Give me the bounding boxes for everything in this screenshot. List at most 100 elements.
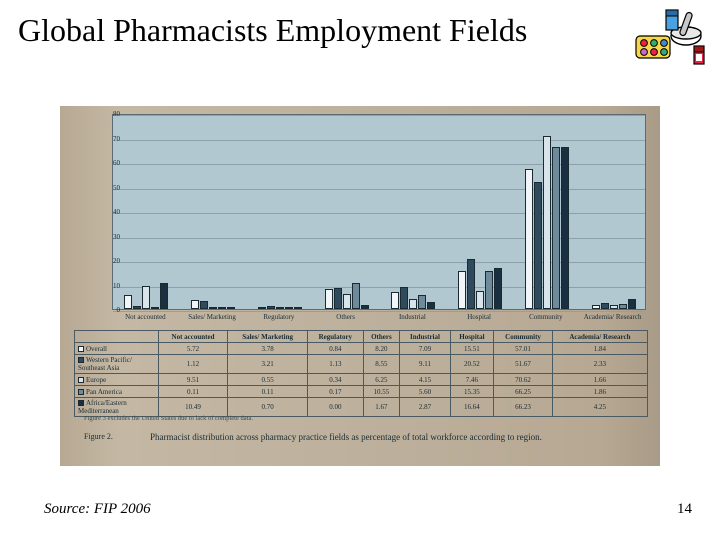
chart-figure: 01020304050607080 Not accountedSales/ Ma… [60,106,660,466]
table-cell: 70.62 [494,374,553,386]
table-cell: 66.25 [494,386,553,398]
table-cell: 10.55 [363,386,400,398]
bar [191,300,199,309]
table-cell: 66.23 [494,398,553,417]
x-axis-category-label: Community [513,312,580,321]
table-cell: 57.01 [494,343,553,355]
bar [409,299,417,309]
bar [458,271,466,309]
table-column-header: Not accounted [159,331,228,343]
bar [160,283,168,309]
bar [334,288,342,309]
table-column-header: Academia/ Research [552,331,647,343]
table-column-header: Sales/ Marketing [228,331,308,343]
table-cell: 1.66 [552,374,647,386]
x-axis-category-label: Regulatory [246,312,313,321]
table-cell: 15.35 [450,386,494,398]
bar [534,182,542,309]
figure-caption: Pharmacist distribution across pharmacy … [150,432,650,443]
x-axis-category-label: Industrial [379,312,446,321]
table-cell: 7.46 [450,374,494,386]
x-axis-category-label: Others [312,312,379,321]
bar [124,295,132,309]
bar [227,307,235,309]
table-cell: 4.25 [552,398,647,417]
table-column-header: Hospital [450,331,494,343]
table-cell: 0.34 [308,374,363,386]
table-cell: 5.60 [400,386,450,398]
bar [267,306,275,309]
x-axis-category-label: Not accounted [112,312,179,321]
y-axis-tick-label: 60 [113,159,120,167]
table-cell: 2.33 [552,355,647,374]
bar [400,287,408,309]
table-cell: 0.70 [228,398,308,417]
table-row: Western Pacific/ Southeast Asia1.123.211… [75,355,648,374]
series-label: Africa/Eastern Mediterranean [78,399,127,415]
table-column-header: Regulatory [308,331,363,343]
table-column-header: Others [363,331,400,343]
y-axis-tick-label: 50 [113,184,120,192]
data-table: Not accountedSales/ MarketingRegulatoryO… [74,330,648,417]
table-cell: 5.72 [159,343,228,355]
bar [209,307,217,309]
page-number: 14 [677,501,692,518]
table-column-header: Community [494,331,553,343]
y-axis-tick-label: 30 [113,233,120,241]
table-cell: 4.15 [400,374,450,386]
table-cell: 51.67 [494,355,553,374]
bar [285,307,293,309]
table-cell: 20.52 [450,355,494,374]
table-cell: 3.78 [228,343,308,355]
bar [258,307,266,309]
table-cell: 0.11 [228,386,308,398]
table-cell: 1.86 [552,386,647,398]
bar [485,271,493,309]
bar [294,307,302,309]
series-label: Overall [86,345,107,353]
table-cell: 6.25 [363,374,400,386]
series-label: Western Pacific/ Southeast Asia [78,356,132,372]
bar [218,307,226,309]
legend-swatch-icon [78,357,84,363]
bar [467,259,475,309]
table-row-header: Western Pacific/ Southeast Asia [75,355,159,374]
bar [494,268,502,309]
bar [552,147,560,309]
x-axis-category-label: Sales/ Marketing [179,312,246,321]
bar [133,306,141,309]
pharmacy-clipart-icon [634,6,708,72]
figure-footnote: Figure 3 excludes the United States due … [84,415,253,422]
legend-swatch-icon [78,346,84,352]
y-axis-tick-label: 70 [113,135,120,143]
y-axis-tick-label: 10 [113,282,120,290]
legend-swatch-icon [78,389,84,395]
table-cell: 1.84 [552,343,647,355]
table-column-header: Industrial [400,331,450,343]
bar [628,299,636,309]
table-row-header: Europe [75,374,159,386]
source-citation: Source: FIP 2006 [44,501,151,518]
bar [276,307,284,309]
bar [601,303,609,309]
bar [343,294,351,309]
y-axis-tick-label: 80 [113,110,120,118]
table-row: Europe9.510.550.346.254.157.4670.621.66 [75,374,648,386]
table-cell: 8.55 [363,355,400,374]
bar [325,289,333,309]
y-axis-tick-label: 20 [113,257,120,265]
bar [543,136,551,309]
table-cell: 8.20 [363,343,400,355]
series-label: Pan America [86,388,122,396]
table-row: Overall5.723.780.848.207.0915.5157.011.8… [75,343,648,355]
legend-swatch-icon [78,400,84,406]
bar [418,295,426,309]
table-cell: 0.17 [308,386,363,398]
table-row: Africa/Eastern Mediterranean10.490.700.0… [75,398,648,417]
legend-swatch-icon [78,377,84,383]
table-cell: 3.21 [228,355,308,374]
table-cell: 9.51 [159,374,228,386]
table-cell: 15.51 [450,343,494,355]
table-cell: 9.11 [400,355,450,374]
x-axis-category-label: Academia/ Research [579,312,646,321]
